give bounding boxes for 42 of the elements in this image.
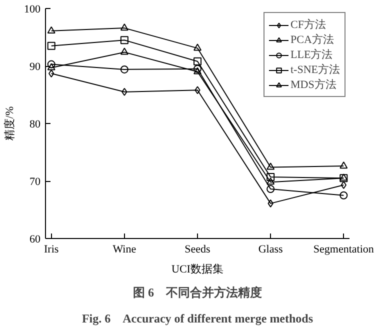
point (266, 172, 275, 181)
point (120, 36, 128, 44)
point (47, 63, 56, 70)
legend-label: CF方法 (290, 18, 326, 32)
point (120, 24, 128, 31)
point (194, 67, 202, 74)
point (194, 64, 202, 73)
x-tick-label: Segmentation (313, 244, 374, 256)
point (266, 185, 275, 194)
point (194, 57, 202, 66)
x-tick-label: Wine (112, 244, 136, 256)
point (194, 44, 202, 51)
x-axis-title: UCI数据集 (172, 264, 224, 276)
caption: Fig. 6 Accuracy of different merge methods (82, 312, 314, 326)
point (268, 199, 274, 208)
legend-label: MDS方法 (290, 78, 336, 92)
point (194, 86, 200, 94)
x-tick-label: Seeds (184, 244, 210, 256)
y-tick-label: 80 (30, 118, 41, 130)
legend-label: LLE方法 (290, 48, 333, 62)
point (120, 48, 128, 55)
point (47, 26, 56, 34)
y-axis-title: 精度/% (3, 106, 16, 141)
y-tick-label: 60 (30, 234, 41, 246)
point (48, 69, 54, 78)
y-tick-label: 100 (24, 4, 41, 16)
point (122, 88, 128, 96)
point (47, 42, 56, 50)
point (266, 162, 275, 170)
point (340, 162, 348, 169)
caption: 图 6 不同合并方法精度 (133, 286, 262, 300)
point (47, 60, 56, 68)
x-tick-label: Iris (44, 244, 59, 256)
legend-label: t-SNE方法 (290, 62, 340, 77)
point (340, 181, 346, 190)
point (120, 65, 128, 74)
y-tick-label: 90 (30, 61, 41, 73)
point (340, 191, 348, 200)
point (266, 178, 275, 185)
legend-label: PCA方法 (290, 32, 334, 47)
y-tick-label: 70 (30, 176, 41, 188)
x-tick-label: Glass (258, 244, 283, 256)
